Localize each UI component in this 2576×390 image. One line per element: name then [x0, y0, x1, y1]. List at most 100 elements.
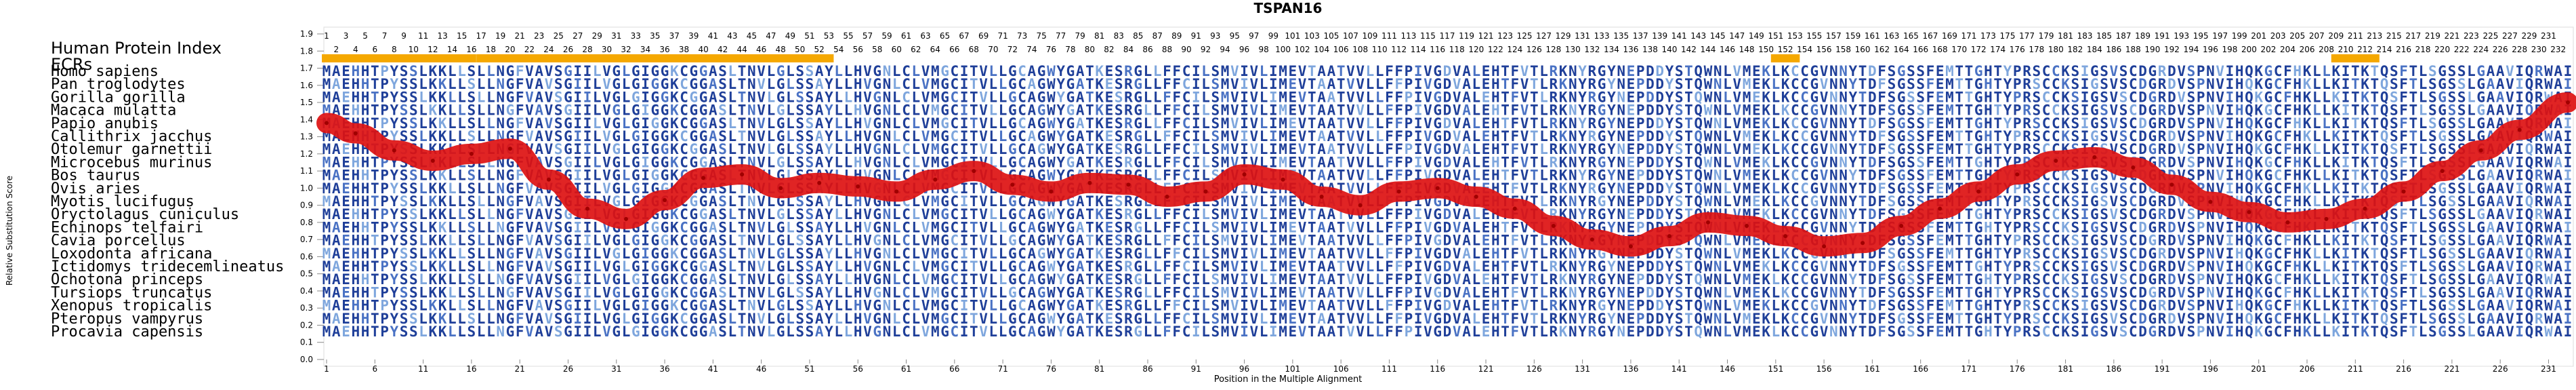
protein-index-label: 130 [1565, 45, 1581, 54]
protein-index-label: 161 [1865, 31, 1880, 41]
residue: Y [1056, 63, 1065, 79]
protein-index-label: 211 [2348, 31, 2363, 41]
protein-index-label: 14 [447, 45, 457, 54]
protein-index-label: 121 [1478, 31, 1494, 41]
protein-index-label: 189 [2135, 31, 2151, 41]
protein-index-label: 133 [1594, 31, 1610, 41]
y-tick-label: 1.4 [300, 115, 313, 124]
protein-index-label: 43 [727, 31, 737, 41]
y-tick-label: 0.6 [300, 252, 313, 261]
chart-title: TSPAN16 [1254, 0, 1323, 16]
protein-index-label: 89 [1171, 31, 1182, 41]
protein-index-label: 109 [1362, 31, 1377, 41]
residue: C [680, 63, 688, 79]
protein-index-label: 40 [698, 45, 708, 54]
residue: E [1105, 63, 1114, 79]
protein-index-label: 88 [1162, 45, 1172, 54]
protein-index-label: 73 [1017, 31, 1027, 41]
residue: W [1047, 63, 1056, 79]
species-label: Ictidomys tridecemlineatus [51, 258, 284, 275]
protein-index-label: 105 [1323, 31, 1339, 41]
residue: A [1327, 63, 1336, 79]
protein-index-label: 202 [2261, 45, 2277, 54]
protein-index-label: 91 [1191, 31, 1201, 41]
protein-index-label: 149 [1749, 31, 1764, 41]
protein-index-label: 54 [833, 45, 844, 54]
protein-index-label: 106 [1333, 45, 1349, 54]
residue: A [815, 63, 824, 79]
residue: G [506, 63, 515, 79]
residue: L [834, 63, 843, 79]
species-label: Ovis aries [51, 180, 140, 197]
y-tick-label: 0.4 [300, 286, 313, 296]
residue: L [1260, 63, 1268, 79]
residue: E [341, 324, 350, 340]
residue: V [1230, 63, 1239, 79]
protein-index-label: 34 [640, 45, 650, 54]
protein-index-label: 215 [2386, 31, 2402, 41]
protein-index-label: 61 [901, 31, 911, 41]
residue: M [323, 324, 331, 340]
residue: L [1144, 63, 1152, 79]
protein-index-label: 74 [1026, 45, 1037, 54]
protein-index-label: 160 [1855, 45, 1871, 54]
residue: G [1066, 63, 1075, 79]
residue: I [960, 63, 969, 79]
y-axis: 0.00.10.20.30.40.50.60.70.80.91.01.11.21… [300, 29, 324, 364]
protein-index-label: 214 [2377, 45, 2392, 54]
protein-index-label: 124 [1507, 45, 1522, 54]
residue: V [545, 63, 554, 79]
protein-index-label: 46 [756, 45, 766, 54]
species-label: Callithrix jacchus [51, 128, 212, 145]
protein-index-label: 209 [2328, 31, 2344, 41]
protein-index-label: 169 [1942, 31, 1957, 41]
residue: F [516, 63, 524, 79]
protein-index-label: 5 [362, 31, 368, 41]
residue: T [970, 63, 978, 79]
protein-index-label: 206 [2300, 45, 2315, 54]
protein-index-label: 157 [1826, 31, 1842, 41]
y-tick-label: 1.3 [300, 132, 313, 142]
species-label: Pteropus vampyrus [51, 311, 203, 328]
protein-index-label: 66 [949, 45, 959, 54]
protein-index-bottom: 2 4 6 8 10 12 14 16 18 20 22 24 26 28 30 32 34 36 38 40 42 44… [333, 45, 2566, 54]
residue: L [457, 63, 466, 79]
protein-index-label: 144 [1701, 45, 1716, 54]
protein-index-label: 28 [582, 45, 592, 54]
residue: L [486, 63, 495, 79]
y-tick-label: 0.0 [300, 355, 313, 364]
residue: I [573, 63, 582, 79]
protein-index-label: 193 [2174, 31, 2189, 41]
protein-index-label: 107 [1343, 31, 1358, 41]
residue: S [400, 324, 409, 340]
residue: G [1008, 63, 1017, 79]
residue: E [341, 63, 350, 79]
y-tick-label: 1.2 [300, 149, 313, 159]
protein-index-label: 197 [2212, 31, 2228, 41]
protein-index-label: 41 [708, 31, 718, 41]
protein-index-label: 217 [2405, 31, 2421, 41]
protein-index-label: 101 [1285, 31, 1300, 41]
protein-index-label: 4 [353, 45, 358, 54]
residue: G [689, 63, 698, 79]
protein-index-label: 225 [2482, 31, 2498, 41]
protein-index-label: 39 [688, 31, 699, 41]
protein-index-label: 164 [1894, 45, 1909, 54]
protein-index-label: 63 [920, 31, 930, 41]
protein-index-label: 97 [1249, 31, 1259, 41]
protein-index-label: 56 [853, 45, 863, 54]
protein-index-label: 201 [2251, 31, 2266, 41]
residue: A [1028, 63, 1037, 79]
protein-index-label: 159 [1845, 31, 1861, 41]
residue: S [409, 324, 418, 340]
residue: L [593, 63, 602, 79]
protein-index-label: 81 [1094, 31, 1104, 41]
residue: A [709, 63, 718, 79]
protein-index-label: 72 [1007, 45, 1018, 54]
residue: H [351, 63, 360, 79]
protein-index-label: 108 [1352, 45, 1368, 54]
protein-index-label: 183 [2077, 31, 2093, 41]
residue: V [525, 63, 534, 79]
